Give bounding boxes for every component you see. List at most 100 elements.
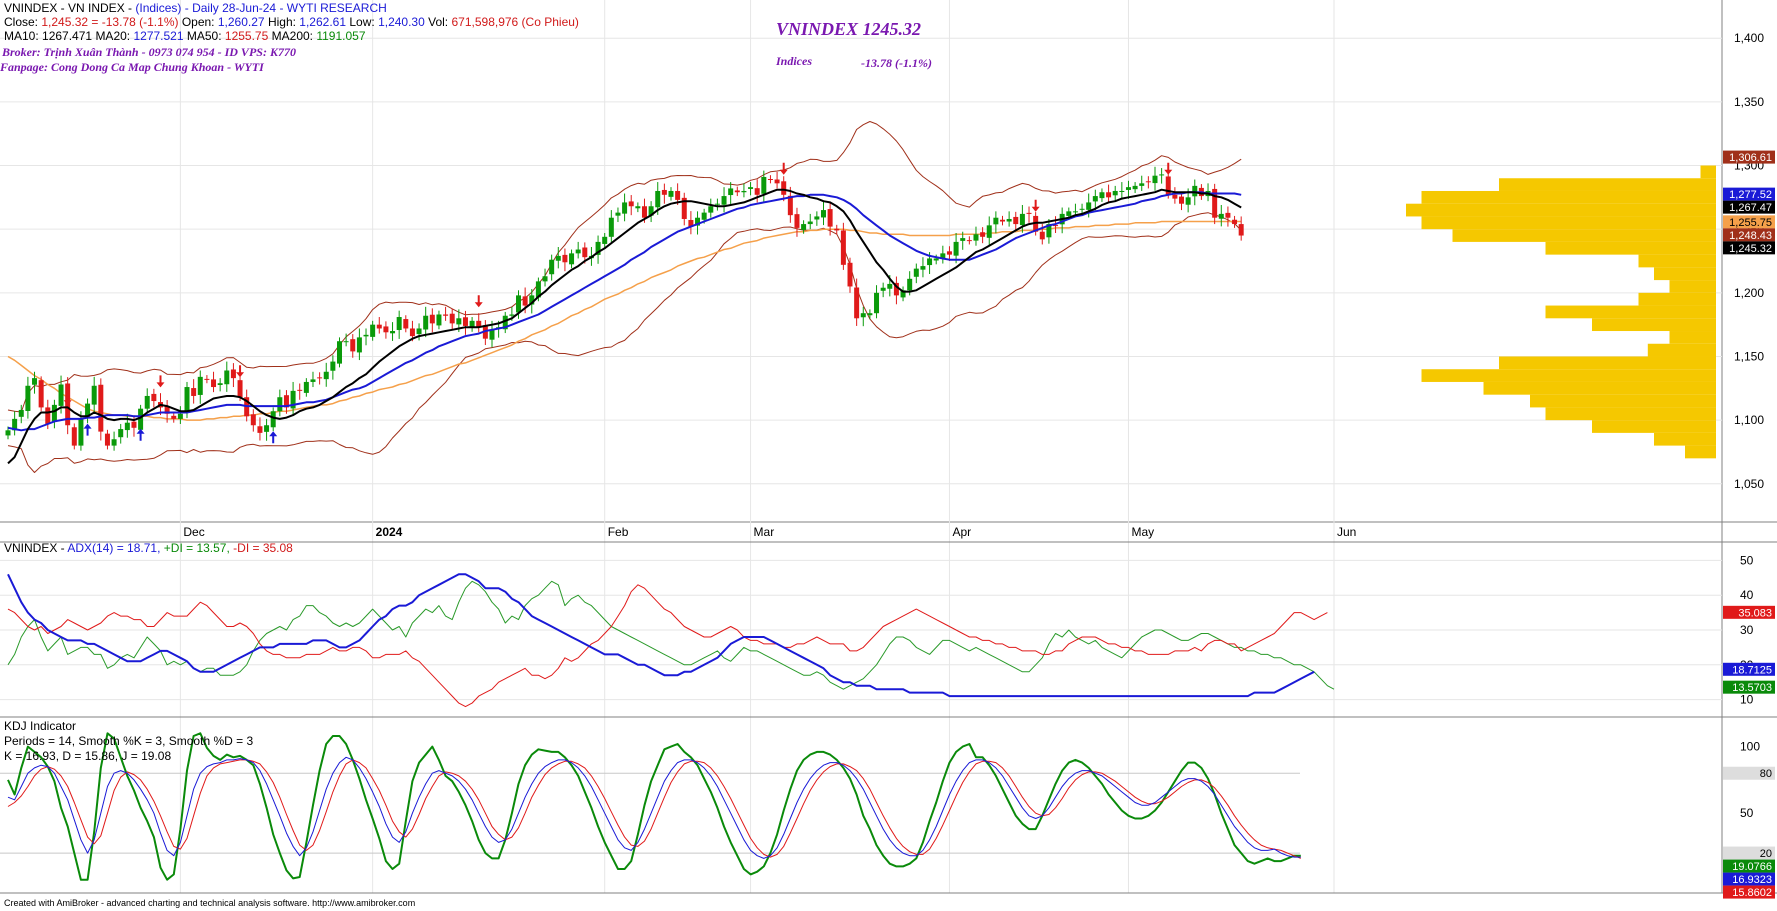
volume-profile-bar [1483, 381, 1716, 395]
x-tick-label: Jun [1337, 525, 1356, 539]
x-tick-label: May [1131, 525, 1154, 539]
candle-body [535, 281, 541, 298]
candle-body [124, 422, 130, 431]
candle-body [290, 390, 296, 409]
candle-body [1039, 231, 1045, 240]
candle-body [615, 212, 621, 216]
sell-arrow [1031, 199, 1040, 212]
candle-body [1106, 192, 1112, 198]
candle-body [489, 329, 495, 340]
candle-body [748, 187, 754, 189]
candle-body [867, 313, 873, 316]
candle-body [502, 315, 508, 330]
candle-body [874, 292, 880, 314]
candle-body [966, 240, 972, 242]
candle-body [211, 379, 217, 388]
candle-body [151, 393, 157, 402]
candle-body [767, 179, 773, 181]
low-label: Low: [349, 15, 375, 29]
candle-body [708, 206, 714, 213]
candle-body [993, 217, 999, 225]
adx-tag-bg [1723, 680, 1775, 694]
vol-value: 671,598,976 (Co Phieu) [451, 15, 579, 29]
ma200-label: MA200: [271, 29, 313, 43]
volume-profile-bar [1685, 445, 1716, 459]
volume-profile-bar [1592, 420, 1716, 433]
price-tag-bg [1723, 150, 1775, 164]
candle-body [250, 414, 256, 426]
group: (Indices) [135, 1, 182, 15]
candle-body [1046, 224, 1052, 238]
volume-profile-bar [1545, 305, 1716, 319]
candle-body [801, 224, 807, 230]
candle-body [542, 276, 548, 282]
candle-body [390, 331, 396, 334]
volume-profile-bar [1499, 356, 1716, 370]
candle-body [230, 369, 236, 379]
candle-body [18, 409, 24, 417]
candle-body [443, 314, 449, 316]
price-tag: 1,306.61 [1729, 152, 1772, 164]
adx-tag-bg [1723, 662, 1775, 676]
candle-body [45, 407, 51, 424]
price-tick-label: 1,350 [1734, 95, 1764, 109]
candle-body [761, 176, 767, 194]
candle-body [575, 249, 581, 254]
price-tag: 1,248.43 [1729, 230, 1772, 242]
candle-body [920, 266, 926, 270]
candle-body [350, 339, 356, 352]
candle-body [32, 378, 38, 385]
candle-body [337, 341, 342, 364]
candle-body [668, 190, 674, 197]
mdi-line [7, 584, 1328, 708]
candle-body [303, 381, 309, 393]
candle-body [1192, 185, 1198, 197]
x-tick-label: 2024 [376, 525, 403, 539]
candle-body [58, 384, 64, 406]
candle-body [516, 295, 522, 313]
candle-body [754, 188, 760, 195]
sell-arrow [474, 295, 483, 308]
candle-body [648, 206, 654, 216]
candle-body [277, 397, 283, 412]
candle-body [104, 433, 110, 446]
candle-body [1145, 181, 1151, 183]
pdi-value-text: +DI = 13.57, [163, 541, 230, 555]
candle-body [1185, 197, 1191, 205]
candle-body [555, 255, 561, 261]
price-tag-bg [1723, 241, 1775, 255]
mdi-value-text: -DI = 35.08 [233, 541, 293, 555]
candle-body [436, 314, 442, 326]
indices-label: Indices [776, 54, 812, 68]
kdj-params: Periods = 14, Smooth %K = 3, Smooth %D =… [4, 734, 254, 748]
ma20-label: MA20: [95, 29, 131, 43]
candle-body [191, 388, 197, 396]
kdj-title: KDJ Indicator [4, 719, 77, 733]
candle-body [1218, 213, 1224, 219]
adx-tick-label: 50 [1740, 553, 1754, 567]
candle-body [1165, 176, 1171, 195]
candle-body [224, 370, 230, 385]
candle-body [1013, 216, 1019, 225]
low-value: 1,240.30 [378, 15, 425, 29]
volume-profile-bar [1638, 292, 1716, 306]
candle-body [608, 217, 614, 237]
candle-body [960, 238, 966, 241]
candle-body [1139, 183, 1145, 186]
candle-body [1053, 225, 1059, 227]
candle-body [635, 206, 641, 209]
candle-body [913, 268, 919, 277]
volume-profile-bar [1545, 241, 1716, 255]
candle-body [900, 290, 906, 298]
candle-body [330, 361, 336, 371]
bollinger-upper-line [7, 121, 1242, 413]
candle-body [1112, 190, 1118, 196]
candle-body [787, 195, 793, 216]
ma20-value: 1277.521 [133, 29, 184, 43]
price-tick-label: 1,100 [1734, 413, 1764, 427]
candle-body [403, 319, 409, 329]
candle-body [356, 337, 362, 353]
kdj-tag: 19.0766 [1732, 861, 1772, 873]
volume-profile-bar [1421, 190, 1716, 204]
